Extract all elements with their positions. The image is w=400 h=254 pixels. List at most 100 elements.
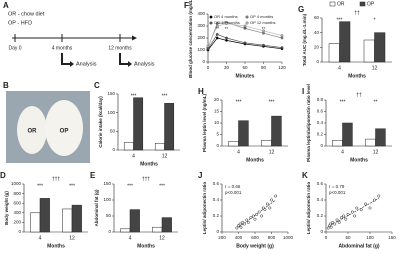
significance: *** (269, 99, 275, 105)
y-tick-label: 0.2 (317, 213, 324, 218)
legend-label: OP (367, 1, 375, 7)
x-tick-label: 12 (162, 153, 168, 159)
point (280, 36, 284, 40)
y-tick-label: 0 (202, 59, 205, 64)
point (337, 220, 341, 224)
point (339, 216, 343, 220)
x-axis-label: Abdominal fat (g) (338, 243, 379, 249)
bar (129, 209, 140, 233)
x-axis-label: Months (137, 243, 155, 249)
bar (363, 39, 375, 63)
statistic: r = 0.66 (225, 184, 241, 189)
bent-arrow (61, 53, 70, 65)
x-axis-label: Months (140, 161, 158, 167)
y-tick-label: 600 (13, 200, 21, 205)
bar (328, 43, 340, 63)
y-axis-label: Calorie intake (kcal/day) (98, 96, 103, 148)
y-tick-label: 0.4 (213, 197, 220, 202)
step-label: Analysis (134, 61, 155, 67)
y-tick-label: 10 (214, 120, 220, 125)
y-tick-label: 0 (216, 229, 219, 234)
statistic: p<0.001 (329, 190, 346, 195)
bar (365, 138, 376, 147)
y-tick-label: 0.4 (317, 197, 324, 202)
group-label: OP - HFD (8, 20, 32, 26)
photo-label: OR (28, 129, 38, 135)
y-tick-label: 15 (214, 109, 220, 114)
significance: *** (236, 99, 242, 105)
significance: *** (131, 93, 137, 99)
point (355, 206, 359, 210)
timeline-label: 12 months (108, 45, 132, 51)
x-tick-label: 4 (39, 235, 42, 241)
point (372, 198, 376, 202)
panel-label: E (90, 171, 96, 180)
point (262, 31, 265, 35)
point (331, 220, 335, 224)
y-tick-label: 200 (13, 220, 21, 225)
point (344, 217, 348, 221)
legend-marker (245, 21, 249, 25)
bar (152, 226, 163, 233)
x-tick-label: 12 (373, 149, 379, 155)
statistic: p<0.001 (225, 190, 242, 195)
panel-label: K (302, 171, 308, 180)
x-tick-label: 100 (366, 235, 374, 240)
legend-marker (245, 15, 249, 19)
x-axis-label: Minutes (236, 73, 255, 79)
bar (123, 142, 134, 151)
legend-label: OP 12 months (250, 20, 276, 25)
x-axis-label: Months (47, 243, 65, 249)
y-axis-label: Total AUC (mg.dL-1.min) (302, 13, 307, 66)
y-tick-label: 800 (13, 191, 21, 196)
y-tick-label: 40 (314, 30, 320, 35)
point (280, 34, 284, 37)
significance: *** (159, 183, 165, 189)
y-axis-label: Plasma leptin/adiponectin ratio level (306, 84, 311, 162)
x-tick-label: 12 (269, 149, 275, 155)
y-tick-label: 150 (103, 181, 111, 186)
panel-label: G (298, 5, 304, 14)
y-tick-label: 400 (13, 210, 21, 215)
point (239, 225, 243, 229)
panel-label: H (198, 87, 204, 96)
x-tick-label: 120 (278, 65, 286, 70)
y-axis-label: Leptin/ adiponectin ratio (306, 182, 311, 235)
x-tick-label: 150 (388, 235, 396, 240)
bar (261, 140, 272, 147)
point (261, 206, 265, 210)
point (346, 212, 350, 216)
arrow-head (132, 35, 137, 41)
y-tick-label: 100 (197, 47, 205, 52)
point (246, 220, 250, 224)
point (368, 206, 372, 210)
line (207, 33, 283, 49)
point (238, 222, 242, 226)
panel-label: F (184, 1, 189, 10)
x-tick-label: 1000 (283, 235, 294, 240)
x-tick-label: 0 (325, 235, 328, 240)
panel-label: D (0, 171, 6, 180)
legend-marker (209, 21, 213, 25)
bar (374, 32, 386, 63)
arrow-head (128, 61, 132, 67)
bar (71, 204, 82, 233)
x-tick-label: 60 (242, 65, 248, 70)
significance: ** (215, 26, 219, 31)
x-tick-label: 600 (251, 235, 259, 240)
significance: *** (340, 99, 346, 105)
legend-label: OR (337, 1, 345, 7)
point (329, 225, 333, 229)
significance: ** (374, 99, 378, 105)
x-tick-label: 4 (338, 65, 341, 71)
y-tick-label: 0.6 (317, 109, 324, 114)
point (206, 45, 210, 48)
x-tick-label: 4 (129, 235, 132, 241)
point (253, 217, 257, 221)
bar (342, 122, 353, 147)
x-tick-label: 12 (69, 235, 75, 241)
panel-label: I (302, 87, 304, 96)
y-tick-label: 300 (197, 23, 205, 28)
x-axis-label: Body weight (g) (236, 243, 274, 249)
